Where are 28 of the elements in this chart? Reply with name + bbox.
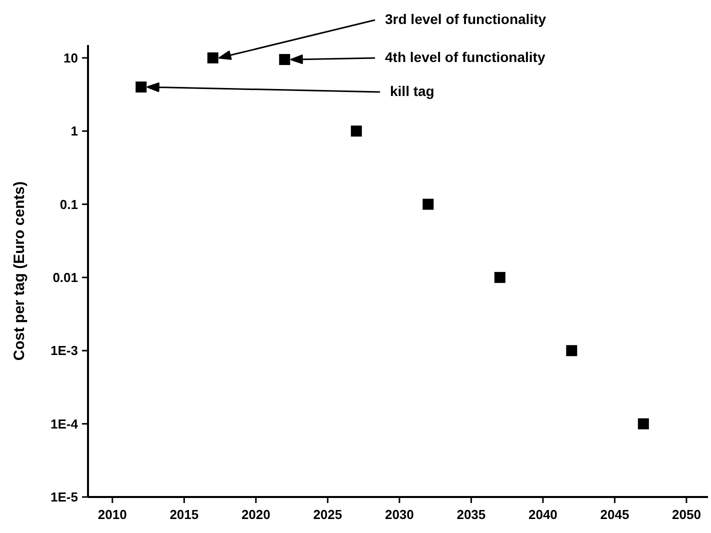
point — [279, 54, 290, 66]
x-tick-label: 2040 — [528, 507, 558, 522]
y-tick-label: 1E-4 — [50, 416, 79, 432]
x-tick-label: 2050 — [672, 507, 701, 522]
y-tick-label: 0.01 — [52, 270, 78, 285]
x-tick-label: 2010 — [98, 507, 127, 522]
y-tick-label: 10 — [64, 50, 78, 66]
annotation: 4th level of functionality — [385, 49, 546, 65]
point — [207, 52, 218, 64]
text: 3rd level of functionality — [385, 11, 546, 27]
y-axis-title: Cost per tag (Euro cents) — [11, 181, 28, 361]
point — [566, 345, 578, 356]
point — [638, 418, 649, 430]
point — [494, 272, 506, 283]
y-tick-label: 1E-5 — [50, 490, 78, 505]
y-tick-label: 1E-3 — [50, 343, 78, 358]
x-tick-label: 2045 — [600, 507, 630, 522]
x-tick-label: 2020 — [241, 507, 270, 522]
x-tick-label: 2015 — [170, 507, 199, 522]
x-tick-label: 2025 — [313, 507, 342, 522]
point — [422, 198, 434, 210]
x-tick-label: 2030 — [384, 507, 414, 522]
point — [350, 126, 362, 137]
x-tick-label: 2035 — [456, 507, 486, 522]
y-tick-label: 0.1 — [60, 196, 78, 212]
point — [136, 82, 147, 93]
y-tick-label: 1 — [70, 124, 78, 139]
annotation: kill tag — [390, 83, 434, 99]
